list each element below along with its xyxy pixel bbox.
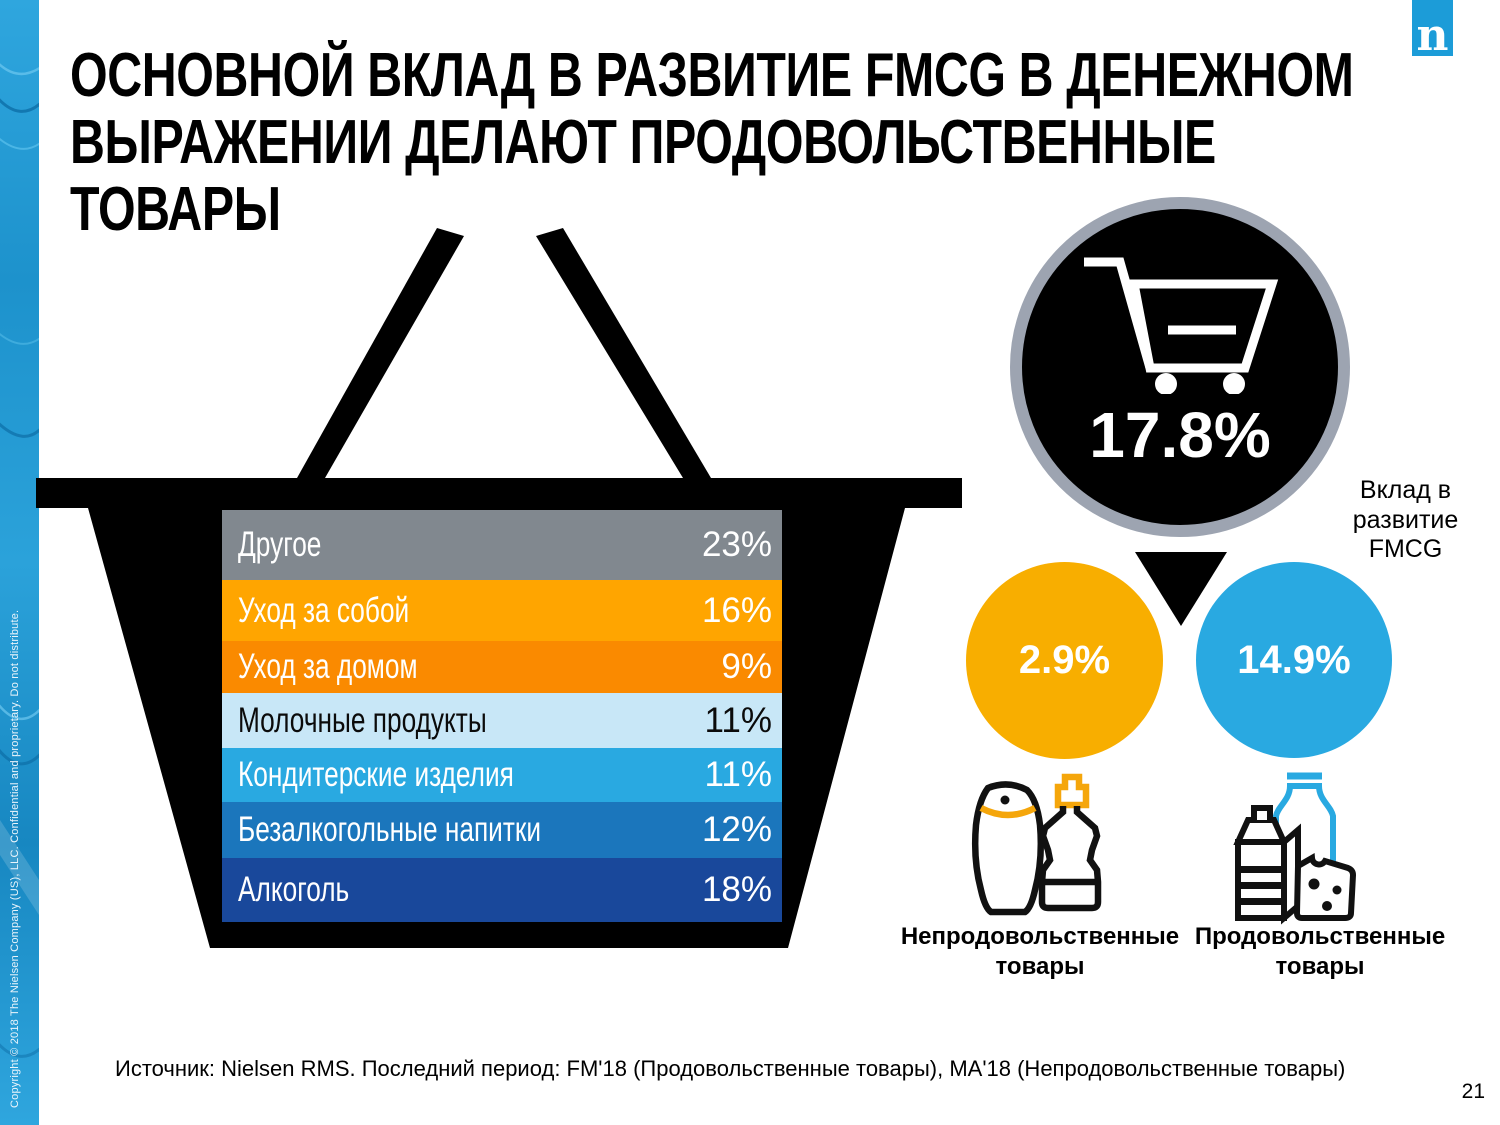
- food-kpi-circle: 14.9%: [1196, 562, 1392, 758]
- segment-label: Другое: [238, 525, 322, 565]
- shopping-cart-icon: [1084, 257, 1279, 394]
- page-number: 21: [1461, 1080, 1485, 1103]
- nielsen-logo: n: [1412, 0, 1453, 61]
- segment-label: Молочные продукты: [238, 700, 487, 740]
- segment-value: 11%: [704, 755, 772, 795]
- food-kpi-value: 14.9%: [1237, 637, 1351, 682]
- segment-label: Уход за домом: [238, 647, 418, 687]
- food-category-label: Продовольственные товары: [1194, 923, 1446, 980]
- segment-value: 23%: [701, 525, 772, 565]
- segment-label: Безалкогольные напитки: [238, 810, 541, 850]
- title-line-1: ОСНОВНОЙ ВКЛАД В РАЗВИТИЕ FMCG В ДЕНЕЖНО…: [70, 41, 1354, 110]
- basket-segment-other: Другое 23%: [222, 510, 782, 581]
- segment-value: 11%: [704, 700, 772, 740]
- total-kpi-value: 17.8%: [1089, 399, 1271, 471]
- segment-value: 18%: [701, 870, 772, 910]
- basket-segment-personal-care: Уход за собой 16%: [222, 580, 782, 642]
- nonfood-kpi-circle: 2.9%: [966, 562, 1163, 759]
- segment-value: 12%: [701, 810, 772, 850]
- nielsen-logo-letter: n: [1416, 9, 1449, 61]
- basket-segment-confectionery: Кондитерские изделия 11%: [222, 747, 782, 803]
- source-note: Источник: Nielsen RMS. Последний период:…: [115, 1056, 1346, 1081]
- page-title: ОСНОВНОЙ ВКЛАД В РАЗВИТИЕ FMCG В ДЕНЕЖНО…: [70, 40, 1470, 244]
- title-line-2: ВЫРАЖЕНИИ ДЕЛАЮТ ПРОДОВОЛЬСТВЕННЫЕ: [70, 108, 1216, 177]
- total-kpi-caption: Вклад в развитие FMCG: [1352, 476, 1459, 563]
- basket-stacked-bars: Другое 23% Уход за собой 16% Уход за дом…: [222, 510, 782, 922]
- segment-value: 16%: [701, 590, 772, 630]
- segment-label: Уход за собой: [238, 590, 410, 630]
- left-decorative-strip: [0, 0, 39, 1125]
- basket-segment-dairy: Молочные продукты 11%: [222, 693, 782, 748]
- basket-segment-soft-drinks: Безалкогольные напитки 12%: [222, 802, 782, 859]
- segment-label: Кондитерские изделия: [238, 755, 514, 795]
- nonfood-category-label: Непродовольственные товары: [900, 923, 1180, 980]
- milk-carton-bottle-cheese-icon: [1233, 772, 1357, 925]
- cosmetic-and-detergent-bottles-icon: [971, 773, 1102, 916]
- basket-segment-home-care: Уход за домом 9%: [222, 641, 782, 694]
- segment-label: Алкоголь: [238, 870, 350, 910]
- segment-value: 9%: [721, 647, 772, 687]
- title-line-3: ТОВАРЫ: [70, 175, 281, 244]
- basket-segment-alcohol: Алкоголь 18%: [222, 858, 782, 922]
- nonfood-kpi-value: 2.9%: [1018, 638, 1111, 682]
